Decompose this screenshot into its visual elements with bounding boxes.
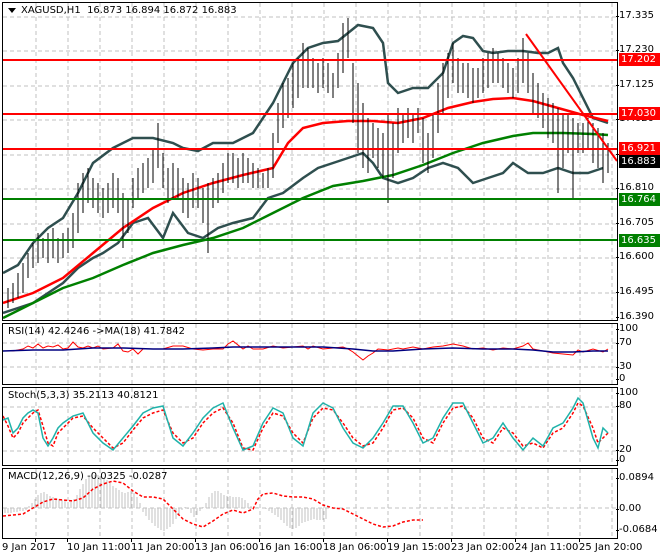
price-tick: 16.390	[616, 311, 654, 322]
rsi-chart-svg	[3, 324, 617, 384]
macd-tick: 0.0894	[616, 472, 654, 483]
price-tick: 17.335	[616, 10, 654, 21]
macd-histogram	[4, 475, 327, 531]
time-label: 13 Jan 06:00	[195, 542, 259, 553]
main-price-axis: 17.335 17.230 17.125 17.020 16.915 16.81…	[616, 2, 660, 322]
time-label: 25 Jan 20:00	[579, 542, 643, 553]
time-tick-mark	[579, 538, 580, 542]
stoch-tick: 100	[615, 387, 639, 398]
stoch-tick: 0	[615, 454, 626, 465]
time-label: 24 Jan 11:00	[515, 542, 579, 553]
price-tick: 16.810	[616, 182, 654, 193]
current-price-tag: 16.883	[619, 155, 660, 168]
stoch-chart-svg	[3, 388, 617, 465]
time-label: 18 Jan 06:00	[323, 542, 387, 553]
level-tag-support-2: 16.635	[619, 234, 660, 247]
rsi-tick: 70	[616, 337, 632, 348]
ma-medium-line	[3, 96, 609, 305]
stoch-pane[interactable]: Stoch(5,3,3) 35.2113 40.8121	[2, 387, 618, 466]
dropdown-triangle-icon[interactable]	[8, 7, 16, 13]
rsi-label: RSI(14) 42.4246 ->MA(18) 41.7842	[8, 326, 185, 337]
rsi-pane[interactable]: RSI(14) 42.4246 ->MA(18) 41.7842	[2, 323, 618, 385]
time-tick-mark	[387, 538, 388, 542]
rsi-tick: 0	[615, 373, 626, 384]
rsi-axis: 100 70 30 0	[615, 323, 660, 385]
price-tick: 16.495	[616, 286, 654, 297]
macd-pane[interactable]: MACD(12,26,9) -0.0325 -0.0287	[2, 468, 618, 539]
main-price-pane[interactable]: XAGUSD,H1 16.873 16.894 16.872 16.883	[2, 2, 618, 321]
stoch-tick: 20	[616, 444, 632, 455]
time-tick-mark	[451, 538, 452, 542]
time-tick-mark	[515, 538, 516, 542]
ma-slow-line	[3, 131, 609, 320]
rsi-tick: 30	[616, 361, 632, 372]
price-tick: 17.230	[616, 44, 654, 55]
stoch-label: Stoch(5,3,3) 35.2113 40.8121	[8, 390, 159, 401]
time-tick-mark	[35, 538, 36, 542]
macd-tick: -0.0684	[616, 524, 658, 535]
stoch-tick: 80	[616, 400, 632, 411]
time-label: 9 Jan 2017	[2, 542, 56, 553]
symbol-label: XAGUSD,H1	[21, 5, 81, 16]
price-tick: 17.125	[616, 79, 654, 90]
rsi-tick: 100	[615, 323, 639, 334]
main-chart-svg	[3, 3, 617, 320]
level-tag-resistance-2: 17.030	[619, 107, 660, 120]
time-label: 10 Jan 11:00	[67, 542, 131, 553]
level-tag-support-1: 16.764	[619, 193, 660, 206]
macd-chart-svg	[3, 469, 617, 538]
chart-header: XAGUSD,H1 16.873 16.894 16.872 16.883	[8, 5, 237, 16]
time-tick-mark	[259, 538, 260, 542]
macd-tick: 0.00	[615, 503, 642, 514]
time-tick-mark	[67, 538, 68, 542]
stoch-axis: 100 80 20 0	[615, 387, 660, 466]
price-bars	[7, 18, 609, 308]
time-label: 23 Jan 02:00	[451, 542, 515, 553]
time-label: 16 Jan 16:00	[259, 542, 323, 553]
time-tick-mark	[323, 538, 324, 542]
macd-signal-line	[3, 480, 423, 528]
time-label: 11 Jan 20:00	[131, 542, 195, 553]
macd-axis: 0.0894 0.00 -0.0684	[615, 468, 660, 539]
time-tick-mark	[131, 538, 132, 542]
macd-label: MACD(12,26,9) -0.0325 -0.0287	[8, 471, 168, 482]
price-tick: 16.705	[616, 217, 654, 228]
time-label: 19 Jan 15:00	[387, 542, 451, 553]
time-tick-mark	[195, 538, 196, 542]
level-tag-resistance-1: 17.202	[619, 53, 660, 66]
trendline	[525, 33, 617, 162]
price-tick: 16.600	[616, 251, 654, 262]
level-tag-resistance-3: 16.921	[619, 142, 660, 155]
ohlc-values: 16.873 16.894 16.872 16.883	[87, 5, 237, 16]
